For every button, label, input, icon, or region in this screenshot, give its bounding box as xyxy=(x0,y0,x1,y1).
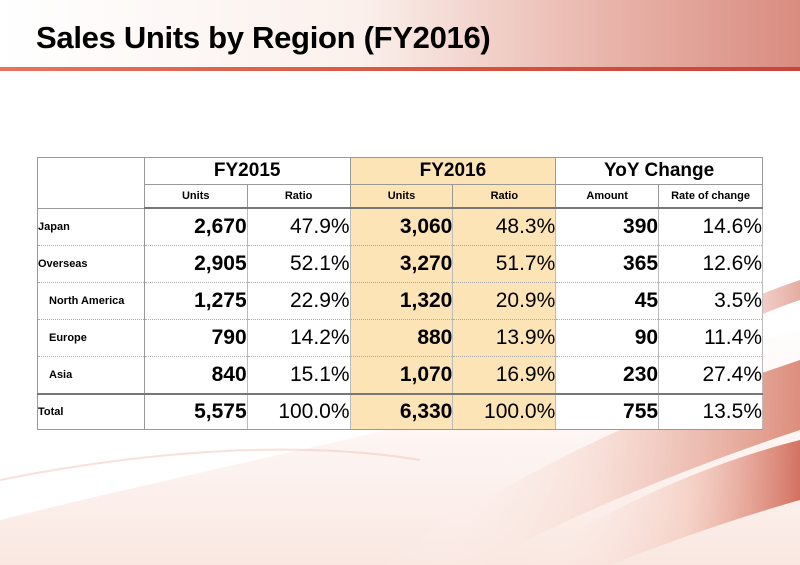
page-title: Sales Units by Region (FY2016) xyxy=(36,20,491,55)
yoy-rate: 27.4% xyxy=(658,356,763,395)
subheader-yoy-rate: Rate of change xyxy=(658,184,763,209)
row-label: North America xyxy=(37,282,145,320)
fy2016-units: 3,270 xyxy=(349,245,454,283)
corner-cell xyxy=(37,157,145,209)
fy2016-ratio: 16.9% xyxy=(452,356,557,395)
title-underline xyxy=(0,67,800,71)
header-fy2016: FY2016 xyxy=(349,157,557,185)
table-row-overseas: Overseas 2,905 52.1% 3,270 51.7% 365 12.… xyxy=(37,245,763,283)
yoy-rate: 3.5% xyxy=(658,282,763,320)
fy2016-units: 1,320 xyxy=(349,282,454,320)
fy2015-ratio: 22.9% xyxy=(246,282,351,320)
fy2016-ratio: 20.9% xyxy=(452,282,557,320)
fy2015-units: 840 xyxy=(143,356,248,395)
group-header-row: FY2015 FY2016 YoY Change xyxy=(37,157,763,209)
sales-table: FY2015 FY2016 YoY Change Units Ratio Uni… xyxy=(37,157,763,430)
fy2015-ratio: 47.9% xyxy=(246,208,351,246)
yoy-amount: 230 xyxy=(555,356,660,395)
fy2015-ratio: 100.0% xyxy=(246,393,351,430)
header-yoy-change: YoY Change xyxy=(555,157,763,185)
subheader-fy2016-ratio: Ratio xyxy=(452,184,557,209)
fy2016-units: 880 xyxy=(349,319,454,357)
sub-header-row: Units Ratio Units Ratio Amount Rate of c… xyxy=(38,184,763,209)
row-label: Overseas xyxy=(37,245,145,283)
row-label: Asia xyxy=(37,356,145,395)
fy2015-units: 790 xyxy=(143,319,248,357)
table-row-europe: Europe 790 14.2% 880 13.9% 90 11.4% xyxy=(37,319,763,357)
yoy-rate: 12.6% xyxy=(658,245,763,283)
header-fy2015: FY2015 xyxy=(143,157,351,185)
row-label: Total xyxy=(37,393,145,430)
yoy-amount: 755 xyxy=(555,393,660,430)
yoy-amount: 365 xyxy=(555,245,660,283)
yoy-rate: 13.5% xyxy=(658,393,763,430)
row-label: Europe xyxy=(37,319,145,357)
fy2016-units: 6,330 xyxy=(349,393,454,430)
row-label: Japan xyxy=(37,208,145,246)
fy2016-ratio: 100.0% xyxy=(452,393,557,430)
fy2015-units: 1,275 xyxy=(143,282,248,320)
yoy-rate: 11.4% xyxy=(658,319,763,357)
fy2015-ratio: 15.1% xyxy=(246,356,351,395)
subheader-fy2016-units: Units xyxy=(349,184,454,209)
fy2016-ratio: 48.3% xyxy=(452,208,557,246)
yoy-amount: 390 xyxy=(555,208,660,246)
yoy-amount: 45 xyxy=(555,282,660,320)
fy2016-units: 3,060 xyxy=(349,208,454,246)
table-row-japan: Japan 2,670 47.9% 3,060 48.3% 390 14.6% xyxy=(37,208,763,246)
table-row-asia: Asia 840 15.1% 1,070 16.9% 230 27.4% xyxy=(37,356,763,395)
fy2016-ratio: 13.9% xyxy=(452,319,557,357)
fy2015-units: 2,670 xyxy=(143,208,248,246)
yoy-rate: 14.6% xyxy=(658,208,763,246)
fy2015-units: 5,575 xyxy=(143,393,248,430)
subheader-yoy-amount: Amount xyxy=(555,184,660,209)
title-bar: Sales Units by Region (FY2016) xyxy=(0,0,800,68)
fy2015-units: 2,905 xyxy=(143,245,248,283)
table-row-north-america: North America 1,275 22.9% 1,320 20.9% 45… xyxy=(37,282,763,320)
yoy-amount: 90 xyxy=(555,319,660,357)
fy2016-units: 1,070 xyxy=(349,356,454,395)
subheader-fy2015-units: Units xyxy=(143,184,248,209)
fy2015-ratio: 14.2% xyxy=(246,319,351,357)
fy2016-ratio: 51.7% xyxy=(452,245,557,283)
subheader-fy2015-ratio: Ratio xyxy=(246,184,351,209)
table-row-total: Total 5,575 100.0% 6,330 100.0% 755 13.5… xyxy=(37,393,763,430)
fy2015-ratio: 52.1% xyxy=(246,245,351,283)
